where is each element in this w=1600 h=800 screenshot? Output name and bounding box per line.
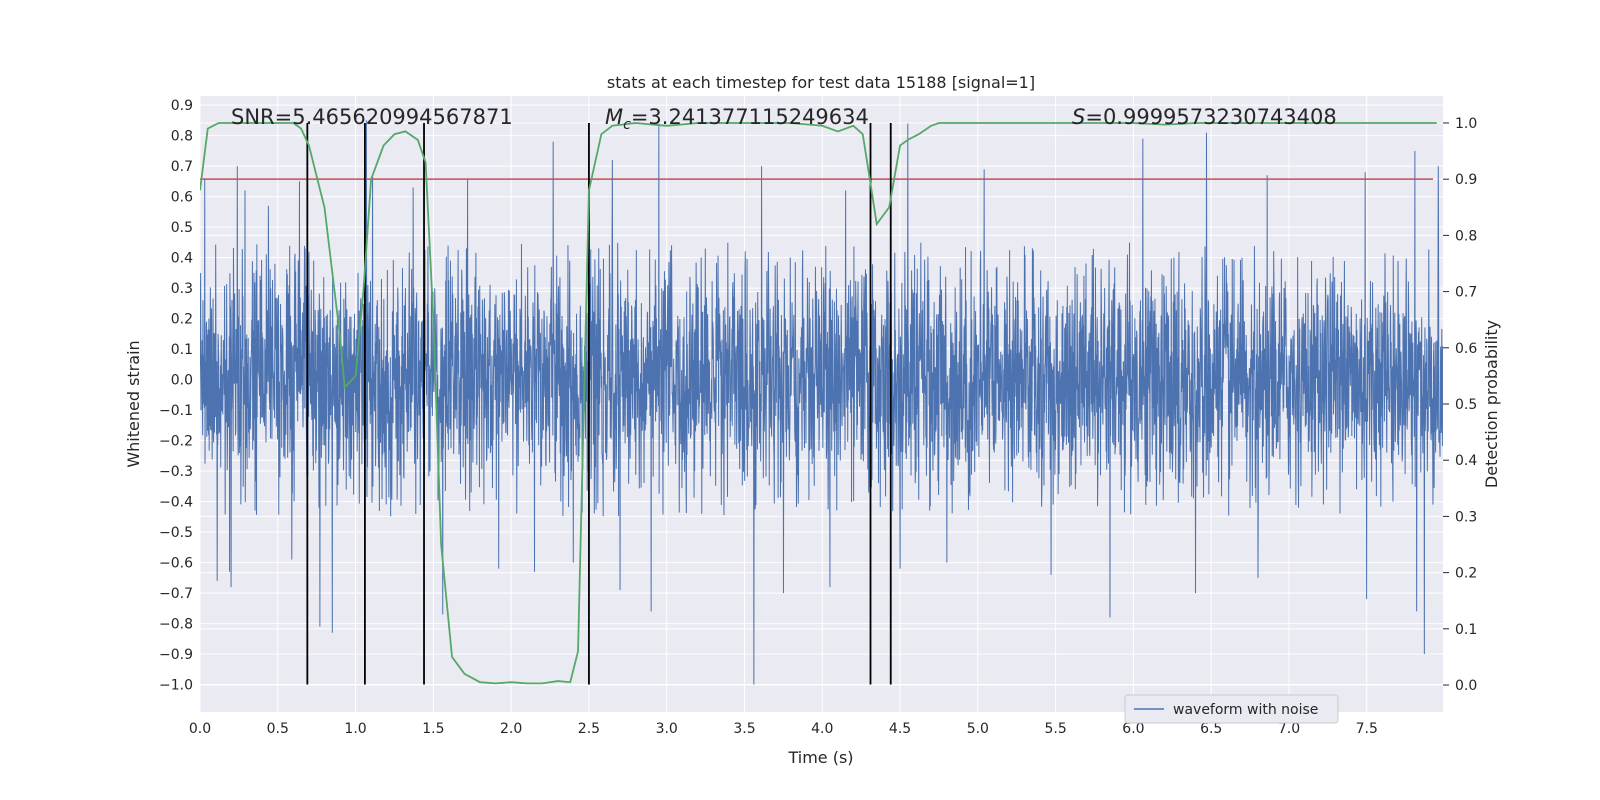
y-tick-label: 0.3: [171, 281, 193, 297]
y-axis-label: Whitened strain: [124, 340, 143, 467]
y-tick-label: 0.4: [171, 251, 193, 267]
y-tick-label: 0.2: [171, 312, 193, 328]
y-tick-label: 0.6: [171, 190, 193, 206]
x-tick-label: 0.0: [189, 721, 211, 737]
score-symbol: S: [1072, 105, 1085, 129]
y2-tick-label: 0.8: [1455, 228, 1477, 244]
y-tick-label: −0.4: [159, 495, 193, 511]
x-tick-label: 3.0: [656, 721, 678, 737]
y-tick-label: 0.0: [171, 373, 193, 389]
probability-line: [200, 122, 1437, 685]
annotation-snr: SNR=5.465620994567871: [231, 105, 513, 129]
legend-box: [1124, 694, 1339, 724]
x-tick-label: 0.5: [267, 721, 289, 737]
y-tick-label: 0.9: [171, 98, 193, 114]
x-tick-label: 6.0: [1122, 721, 1144, 737]
x-tick-label: 6.5: [1200, 721, 1222, 737]
y-tick-label: −0.5: [159, 525, 193, 541]
y-tick-label: −0.8: [159, 617, 193, 633]
chirp-mass-symbol: M: [605, 105, 623, 129]
x-tick-label: 5.0: [967, 721, 989, 737]
y2-tick-label: 0.0: [1455, 678, 1477, 694]
y2-tick-label: 0.7: [1455, 285, 1477, 301]
vertical-markers: [306, 122, 892, 685]
y2-tick-label: 0.3: [1455, 509, 1477, 525]
x-tick-label: 5.5: [1044, 721, 1066, 737]
chirp-mass-subscript: c: [623, 117, 631, 133]
x-tick-label: 7.5: [1356, 721, 1378, 737]
y2-tick-label: 0.1: [1455, 622, 1477, 638]
y2-tick-label: 0.4: [1455, 453, 1477, 469]
x-tick-label: 1.0: [344, 721, 366, 737]
x-tick-label: 4.0: [811, 721, 833, 737]
annotation-score: S=0.9999573230743408: [1072, 105, 1337, 129]
y-tick-label: −0.1: [159, 403, 193, 419]
y-tick-label: 0.5: [171, 220, 193, 236]
annotation-chirp-mass: Mc=3.241377115249634: [605, 105, 869, 133]
x-axis-label: Time (s): [787, 748, 853, 767]
y-tick-label: −1.0: [159, 678, 193, 694]
y2-tick-labels: 0.0 0.1 0.2 0.3 0.4 0.5 0.6 0.7 0.8 0.9 1.0: [1443, 116, 1477, 694]
legend-label-waveform: waveform with noise: [1173, 702, 1318, 718]
chirp-mass-value: =3.241377115249634: [631, 105, 869, 129]
y-tick-label: 0.8: [171, 129, 193, 145]
x-tick-labels: 0.0 0.5 1.0 1.5 2.0 2.5 3.0 3.5 4.0 4.5 5.0 5.5 6.0 6…: [189, 721, 1378, 737]
series-detection-probability: [200, 122, 1437, 685]
y2-tick-label: 1.0: [1455, 116, 1477, 132]
score-value: =0.9999573230743408: [1085, 105, 1336, 129]
y-tick-label: 0.1: [171, 342, 193, 358]
y2-tick-label: 0.6: [1455, 341, 1477, 357]
y-tick-labels: −1.0 −0.9 −0.8 −0.7 −0.6 −0.5 −0.4 −0.3 −0.2 −0.1…: [159, 98, 193, 693]
y2-axis-label: Detection probability: [1482, 320, 1501, 488]
series-waveform-with-noise: [200, 120, 1443, 685]
y-tick-label: 0.7: [171, 159, 193, 175]
y-tick-label: −0.3: [159, 464, 193, 480]
y-tick-label: −0.7: [159, 586, 193, 602]
x-tick-label: 4.5: [889, 721, 911, 737]
x-tick-label: 2.5: [578, 721, 600, 737]
x-tick-label: 2.0: [500, 721, 522, 737]
y2-tick-label: 0.9: [1455, 172, 1477, 188]
x-tick-label: 1.5: [422, 721, 444, 737]
y2-tick-label: 0.5: [1455, 397, 1477, 413]
waveform-line: [200, 120, 1443, 685]
y2-tick-label: 0.2: [1455, 566, 1477, 582]
legend: waveform with noise: [1124, 694, 1339, 724]
y-tick-label: −0.9: [159, 647, 193, 663]
chart-title: stats at each timestep for test data 151…: [607, 73, 1035, 92]
x-tick-label: 7.0: [1278, 721, 1300, 737]
y-tick-label: −0.6: [159, 556, 193, 572]
x-tick-label: 3.5: [733, 721, 755, 737]
y-tick-label: −0.2: [159, 434, 193, 450]
